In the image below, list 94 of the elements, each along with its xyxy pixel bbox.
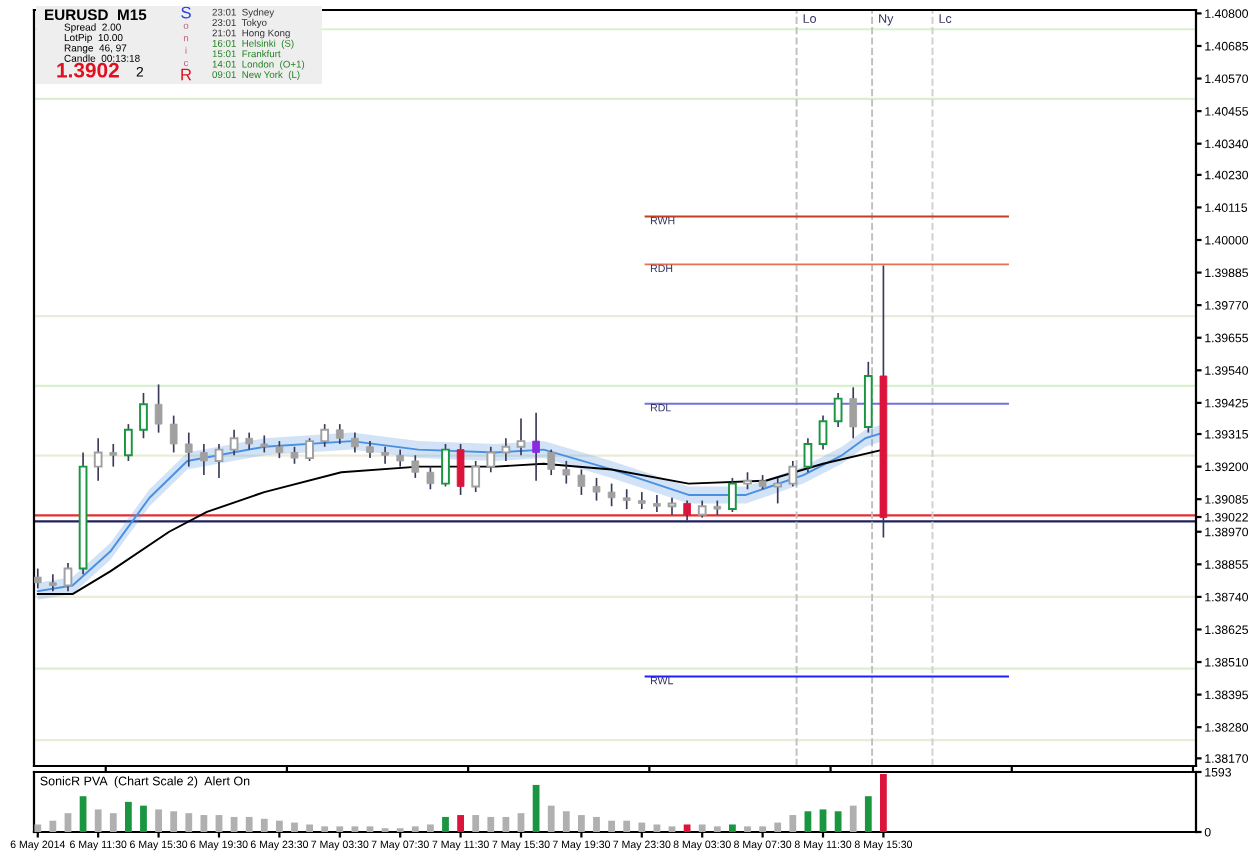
- bar: [729, 824, 736, 832]
- candlestick: [351, 431, 359, 454]
- bar: [124, 801, 132, 832]
- candlestick: [773, 477, 783, 505]
- candlestick: [592, 477, 601, 502]
- candlestick: [154, 383, 163, 434]
- bar: [245, 816, 253, 832]
- candlestick: [260, 434, 269, 454]
- candlestick: [200, 443, 208, 476]
- candlestick: [169, 414, 178, 454]
- bar: [351, 826, 359, 832]
- bar: [849, 805, 857, 832]
- bar: [774, 822, 782, 832]
- bar: [200, 815, 208, 832]
- candlestick: [426, 465, 435, 491]
- candlestick: [637, 491, 646, 510]
- candlestick: [411, 454, 420, 479]
- candlestick: [381, 445, 389, 465]
- bar: [411, 826, 419, 832]
- candlestick: [577, 468, 586, 496]
- candlestick: [49, 573, 57, 593]
- bar: [185, 813, 193, 832]
- candlestick: [471, 460, 481, 493]
- bar: [547, 805, 555, 832]
- bar: [49, 820, 57, 832]
- candlestick: [532, 411, 540, 482]
- bar: [260, 818, 268, 832]
- candlestick: [622, 488, 631, 510]
- bar: [336, 826, 344, 832]
- candlestick: [320, 423, 330, 448]
- annotation: S: [181, 6, 191, 19]
- bar: [321, 826, 329, 832]
- bar: [638, 822, 646, 832]
- candlestick: [486, 445, 496, 474]
- bar: [140, 805, 147, 832]
- candlestick: [34, 567, 42, 590]
- bar: [834, 811, 842, 832]
- bar: [306, 824, 313, 832]
- bar: [427, 824, 434, 832]
- bar: [109, 813, 117, 832]
- bar: [34, 824, 42, 832]
- bar: [668, 826, 676, 832]
- candlestick: [833, 392, 843, 428]
- bar: [759, 826, 767, 832]
- candlestick: [214, 443, 224, 479]
- candlestick: [124, 423, 133, 462]
- bar: [713, 826, 721, 832]
- candlestick: [849, 386, 858, 440]
- bar: [442, 816, 449, 832]
- bar: [155, 809, 162, 832]
- bar: [744, 826, 751, 832]
- candlestick: [441, 443, 450, 488]
- bar: [683, 824, 691, 832]
- annotation: R: [181, 68, 192, 81]
- candlestick: [547, 448, 556, 476]
- annotation: 1.3902: [57, 62, 119, 78]
- bar: [472, 815, 480, 832]
- candlestick: [683, 499, 691, 522]
- candlestick: [139, 392, 148, 440]
- bar: [593, 816, 600, 832]
- bar: [291, 822, 298, 832]
- candlestick: [653, 494, 661, 513]
- bar: [502, 816, 510, 832]
- candlestick: [93, 437, 103, 482]
- candlestick: [335, 423, 344, 445]
- candlestick: [184, 431, 193, 468]
- bar: [789, 815, 797, 832]
- bar: [170, 811, 178, 832]
- bar: [819, 809, 827, 832]
- candlestick: [109, 443, 118, 468]
- bar: [578, 815, 585, 832]
- candlestick: [788, 460, 798, 488]
- bar: [880, 774, 887, 832]
- bar: [275, 820, 283, 832]
- bar: [366, 826, 374, 832]
- candlestick: [63, 562, 73, 593]
- bar: [562, 811, 570, 832]
- bar: [94, 809, 102, 832]
- candlestick: [562, 460, 571, 485]
- candlestick: [803, 437, 813, 474]
- bar: [487, 816, 495, 832]
- candlestick: [818, 414, 828, 451]
- bar: [864, 796, 872, 832]
- candlestick: [305, 437, 314, 462]
- bar: [653, 824, 661, 832]
- candlestick: [456, 443, 465, 496]
- bar: [623, 820, 631, 832]
- bar: [457, 815, 464, 832]
- candlestick: [607, 482, 616, 508]
- candlestick: [728, 477, 737, 513]
- candlestick: [516, 417, 526, 457]
- bar: [698, 824, 706, 832]
- candlestick: [229, 428, 239, 457]
- bar: [608, 820, 615, 832]
